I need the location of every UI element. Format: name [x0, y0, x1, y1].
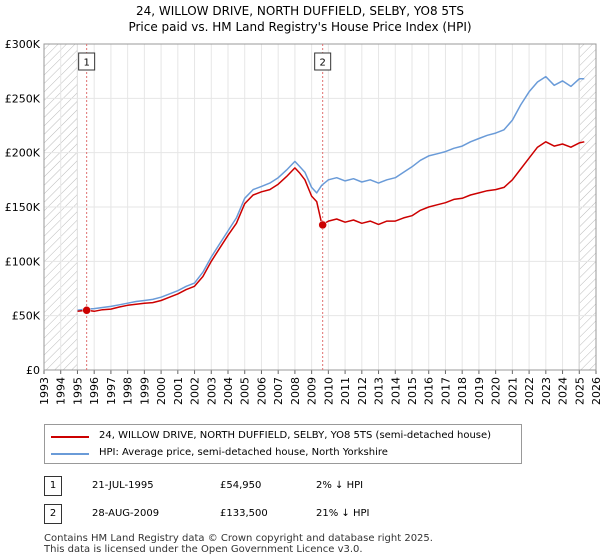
- legend: 24, WILLOW DRIVE, NORTH DUFFIELD, SELBY,…: [44, 424, 522, 464]
- y-tick-label: £0: [26, 364, 40, 377]
- x-tick-label: 2006: [255, 377, 268, 405]
- x-tick-label: 2002: [189, 377, 202, 405]
- property-price-line: [77, 141, 585, 313]
- x-tick-label: 2023: [540, 377, 553, 405]
- x-tick-label: 1996: [88, 377, 101, 405]
- transaction-number: 1: [44, 476, 62, 496]
- x-tick-label: 2004: [222, 377, 235, 405]
- footer: Contains HM Land Registry data © Crown c…: [44, 533, 433, 555]
- x-tick-label: 1997: [105, 377, 118, 405]
- transaction-hpi-diff: 21% ↓ HPI: [316, 508, 370, 519]
- x-tick-label: 2018: [456, 377, 469, 405]
- hpi-line: [77, 75, 585, 311]
- x-tick-label: 2013: [373, 377, 386, 405]
- sale-marker-label: 1: [83, 58, 89, 69]
- chart-subtitle: Price paid vs. HM Land Registry's House …: [128, 20, 472, 34]
- x-tick-label: 2011: [339, 377, 352, 405]
- x-tick-label: 2025: [573, 377, 586, 405]
- transaction-price: £133,500: [220, 508, 268, 519]
- sale-marker-box: [78, 52, 96, 71]
- legend-label-hpi: HPI: Average price, semi-detached house,…: [99, 447, 388, 458]
- legend-swatch-property: [51, 436, 89, 438]
- x-tick-label: 2012: [356, 377, 369, 405]
- transaction-date: 28-AUG-2009: [92, 508, 160, 519]
- transaction-price: £54,950: [220, 480, 262, 491]
- x-tick-label: 2009: [306, 377, 319, 405]
- y-tick-label: £100K: [5, 255, 41, 268]
- x-tick-label: 1998: [122, 377, 135, 405]
- x-tick-label: 1994: [55, 377, 68, 405]
- footer-licence: This data is licensed under the Open Gov…: [44, 544, 363, 555]
- transaction-date: 21-JUL-1995: [92, 480, 154, 491]
- legend-swatch-hpi: [51, 453, 89, 455]
- x-tick-label: 2015: [406, 377, 419, 405]
- legend-label-property: 24, WILLOW DRIVE, NORTH DUFFIELD, SELBY,…: [99, 430, 492, 441]
- sale-marker-box: [314, 52, 332, 71]
- sale-point: [318, 220, 327, 230]
- x-tick-label: 2005: [239, 377, 252, 405]
- x-tick-label: 2001: [172, 377, 185, 405]
- y-tick-label: £300K: [5, 38, 41, 51]
- x-tick-label: 2000: [155, 377, 168, 405]
- footer-copyright: Contains HM Land Registry data © Crown c…: [44, 533, 433, 544]
- x-tick-label: 1993: [38, 377, 51, 405]
- x-tick-label: 2007: [272, 377, 285, 405]
- plot-frame: [43, 43, 597, 371]
- x-tick-label: 2003: [205, 377, 218, 405]
- x-tick-label: 2017: [439, 377, 452, 405]
- y-tick-label: £50K: [12, 310, 41, 323]
- transaction-hpi-diff: 2% ↓ HPI: [316, 480, 364, 491]
- x-tick-label: 2014: [389, 377, 402, 405]
- y-tick-label: £250K: [5, 92, 41, 105]
- x-tick-label: 1999: [138, 377, 151, 405]
- y-tick-label: £150K: [5, 201, 41, 214]
- x-tick-label: 2016: [423, 377, 436, 405]
- sale-marker-label: 2: [319, 58, 325, 69]
- x-tick-label: 2010: [322, 377, 335, 405]
- x-tick-label: 2019: [473, 377, 486, 405]
- chart-title: 24, WILLOW DRIVE, NORTH DUFFIELD, SELBY,…: [135, 4, 465, 18]
- transaction-number: 2: [44, 504, 62, 524]
- x-tick-label: 1995: [71, 377, 84, 405]
- x-tick-label: 2008: [289, 377, 302, 405]
- x-tick-label: 2021: [506, 377, 519, 405]
- x-tick-label: 2024: [557, 377, 570, 405]
- y-tick-label: £200K: [5, 147, 41, 160]
- x-tick-label: 2022: [523, 377, 536, 405]
- x-tick-label: 2026: [590, 377, 600, 405]
- x-tick-label: 2020: [490, 377, 503, 405]
- sale-point: [82, 306, 91, 315]
